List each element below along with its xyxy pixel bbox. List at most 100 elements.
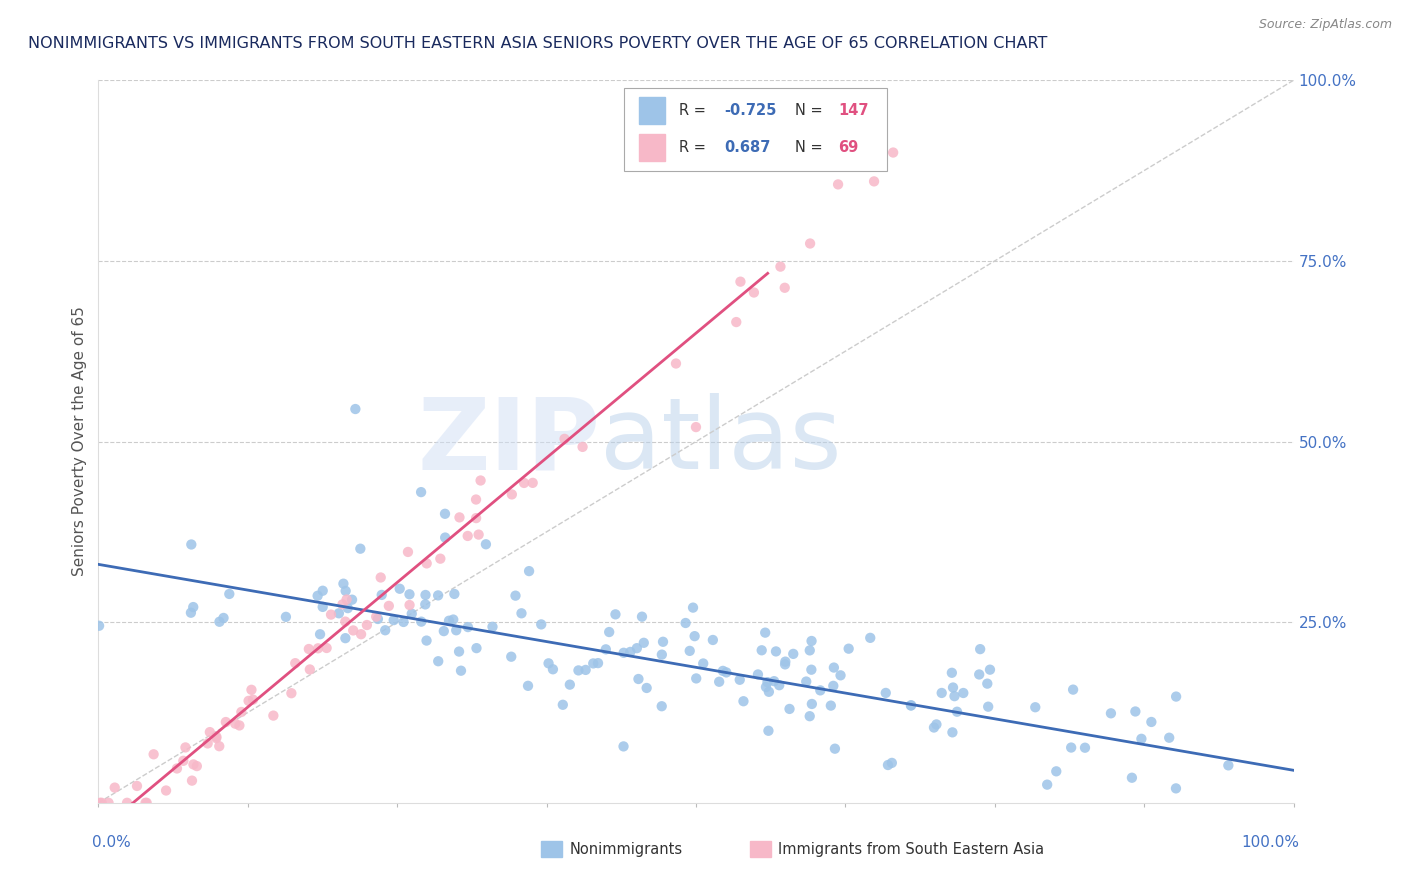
Point bbox=[976, 676, 998, 690]
Point bbox=[952, 686, 974, 700]
Point bbox=[370, 588, 392, 602]
Point bbox=[242, 692, 264, 706]
Point bbox=[823, 660, 845, 674]
Point bbox=[1024, 700, 1046, 714]
Point bbox=[799, 236, 821, 251]
Point bbox=[530, 617, 553, 632]
Point bbox=[183, 757, 205, 772]
Point bbox=[551, 698, 574, 712]
Point bbox=[582, 657, 605, 671]
Point bbox=[1074, 740, 1097, 755]
Point bbox=[598, 625, 620, 640]
Point bbox=[208, 615, 231, 629]
Point bbox=[315, 640, 337, 655]
Text: N =: N = bbox=[796, 103, 827, 119]
Point bbox=[612, 739, 634, 754]
Point bbox=[692, 657, 714, 671]
Point bbox=[398, 587, 420, 601]
Text: 100.0%: 100.0% bbox=[1241, 835, 1299, 850]
Bar bbox=[749, 841, 772, 857]
Text: 0.0%: 0.0% bbox=[93, 835, 131, 850]
Point bbox=[683, 629, 706, 643]
Point bbox=[481, 620, 503, 634]
Point bbox=[827, 178, 849, 192]
Point bbox=[174, 740, 197, 755]
Point bbox=[336, 592, 359, 607]
Point bbox=[513, 475, 536, 490]
Point bbox=[626, 641, 648, 656]
Point bbox=[344, 402, 367, 417]
Point bbox=[941, 725, 963, 739]
Point bbox=[765, 644, 787, 658]
Point bbox=[298, 663, 321, 677]
Point bbox=[682, 600, 704, 615]
Point bbox=[541, 662, 564, 676]
Point bbox=[443, 587, 465, 601]
Point bbox=[633, 636, 655, 650]
Point bbox=[742, 285, 765, 300]
Bar bbox=[541, 841, 562, 857]
Point bbox=[475, 537, 498, 551]
Point bbox=[613, 646, 636, 660]
Point bbox=[517, 679, 540, 693]
Point bbox=[773, 657, 796, 672]
Point bbox=[1164, 690, 1187, 704]
Point bbox=[943, 689, 966, 703]
Point bbox=[702, 632, 724, 647]
Point bbox=[135, 796, 157, 810]
Point bbox=[172, 754, 194, 768]
Point bbox=[374, 624, 396, 638]
Text: 69: 69 bbox=[838, 140, 859, 155]
Point bbox=[312, 599, 335, 614]
Point bbox=[799, 643, 821, 657]
Point bbox=[800, 697, 823, 711]
Point bbox=[411, 485, 433, 500]
Text: 0.687: 0.687 bbox=[724, 140, 770, 155]
Point bbox=[434, 531, 457, 545]
Point bbox=[465, 511, 488, 525]
Point bbox=[1159, 731, 1181, 745]
Point bbox=[135, 796, 157, 810]
Point bbox=[824, 741, 846, 756]
Point bbox=[125, 779, 148, 793]
Point bbox=[595, 642, 617, 657]
Point bbox=[1121, 771, 1143, 785]
Point bbox=[224, 716, 246, 731]
Point bbox=[755, 680, 778, 694]
Point bbox=[1045, 764, 1067, 779]
Point bbox=[238, 694, 260, 708]
Point bbox=[332, 598, 354, 612]
Point bbox=[728, 673, 751, 687]
Point bbox=[685, 420, 707, 434]
Point bbox=[651, 648, 673, 662]
Point bbox=[754, 625, 776, 640]
Point bbox=[882, 145, 904, 160]
Point bbox=[1099, 706, 1122, 721]
Point bbox=[90, 796, 112, 810]
Point bbox=[274, 610, 297, 624]
Point bbox=[228, 718, 250, 732]
Point bbox=[567, 664, 589, 678]
Point bbox=[87, 619, 110, 633]
Point bbox=[205, 731, 228, 745]
Text: 147: 147 bbox=[838, 103, 869, 119]
Point bbox=[366, 609, 388, 624]
Point bbox=[619, 645, 641, 659]
Point bbox=[367, 612, 389, 626]
Point bbox=[398, 598, 420, 612]
Text: N =: N = bbox=[796, 140, 832, 155]
Point bbox=[181, 600, 204, 615]
Point bbox=[1140, 714, 1163, 729]
Point bbox=[1218, 758, 1240, 772]
Point bbox=[215, 714, 238, 729]
Point bbox=[941, 665, 963, 680]
Point bbox=[370, 570, 392, 584]
Point bbox=[758, 685, 780, 699]
Point bbox=[186, 759, 208, 773]
Point bbox=[799, 709, 821, 723]
Point bbox=[900, 698, 922, 713]
Point bbox=[262, 708, 284, 723]
Point bbox=[631, 609, 654, 624]
Point bbox=[779, 702, 801, 716]
Point bbox=[636, 681, 658, 695]
